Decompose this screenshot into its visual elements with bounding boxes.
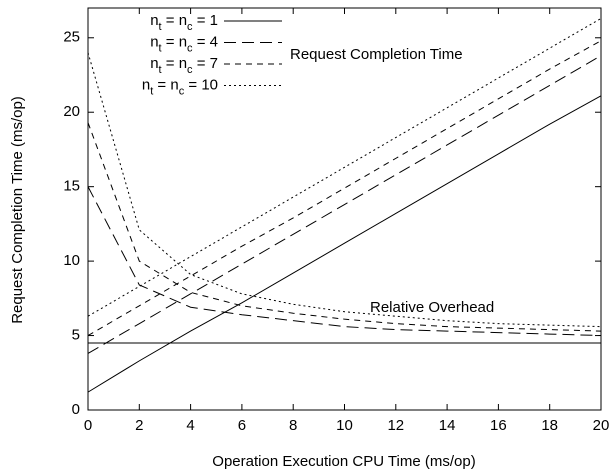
y-tick-label: 25 <box>63 29 80 46</box>
overhead-line <box>87 122 602 332</box>
y-tick-label: 20 <box>63 103 80 120</box>
annotation: Request Completion Time <box>290 46 463 63</box>
x-tick-label: 2 <box>135 417 143 434</box>
annotation: Relative Overhead <box>370 299 494 316</box>
completion-line <box>87 55 602 354</box>
overhead-line <box>87 52 602 328</box>
x-tick-label: 14 <box>439 417 456 434</box>
x-tick-label: 10 <box>336 417 353 434</box>
legend-label: nt = nc = 10 <box>142 76 218 97</box>
y-tick-label: 10 <box>63 252 80 269</box>
y-axis-label: Request Completion Time (ms/op) <box>9 96 26 324</box>
completion-line <box>87 95 602 393</box>
legend-label: nt = nc = 1 <box>150 12 218 33</box>
x-axis-label: Operation Execution CPU Time (ms/op) <box>212 453 475 470</box>
x-tick-label: 0 <box>84 417 92 434</box>
y-tick-label: 15 <box>63 178 80 195</box>
y-tick-label: 5 <box>72 327 80 344</box>
legend-label: nt = nc = 4 <box>150 33 218 54</box>
x-tick-label: 4 <box>186 417 194 434</box>
x-tick-label: 12 <box>387 417 404 434</box>
legend-label: nt = nc = 7 <box>150 55 218 76</box>
y-tick-label: 0 <box>72 401 80 418</box>
x-tick-label: 16 <box>490 417 507 434</box>
overhead-line <box>87 186 602 337</box>
x-tick-label: 20 <box>593 417 610 434</box>
x-tick-label: 8 <box>289 417 297 434</box>
x-tick-label: 6 <box>238 417 246 434</box>
x-tick-label: 18 <box>541 417 558 434</box>
completion-line <box>87 17 602 317</box>
